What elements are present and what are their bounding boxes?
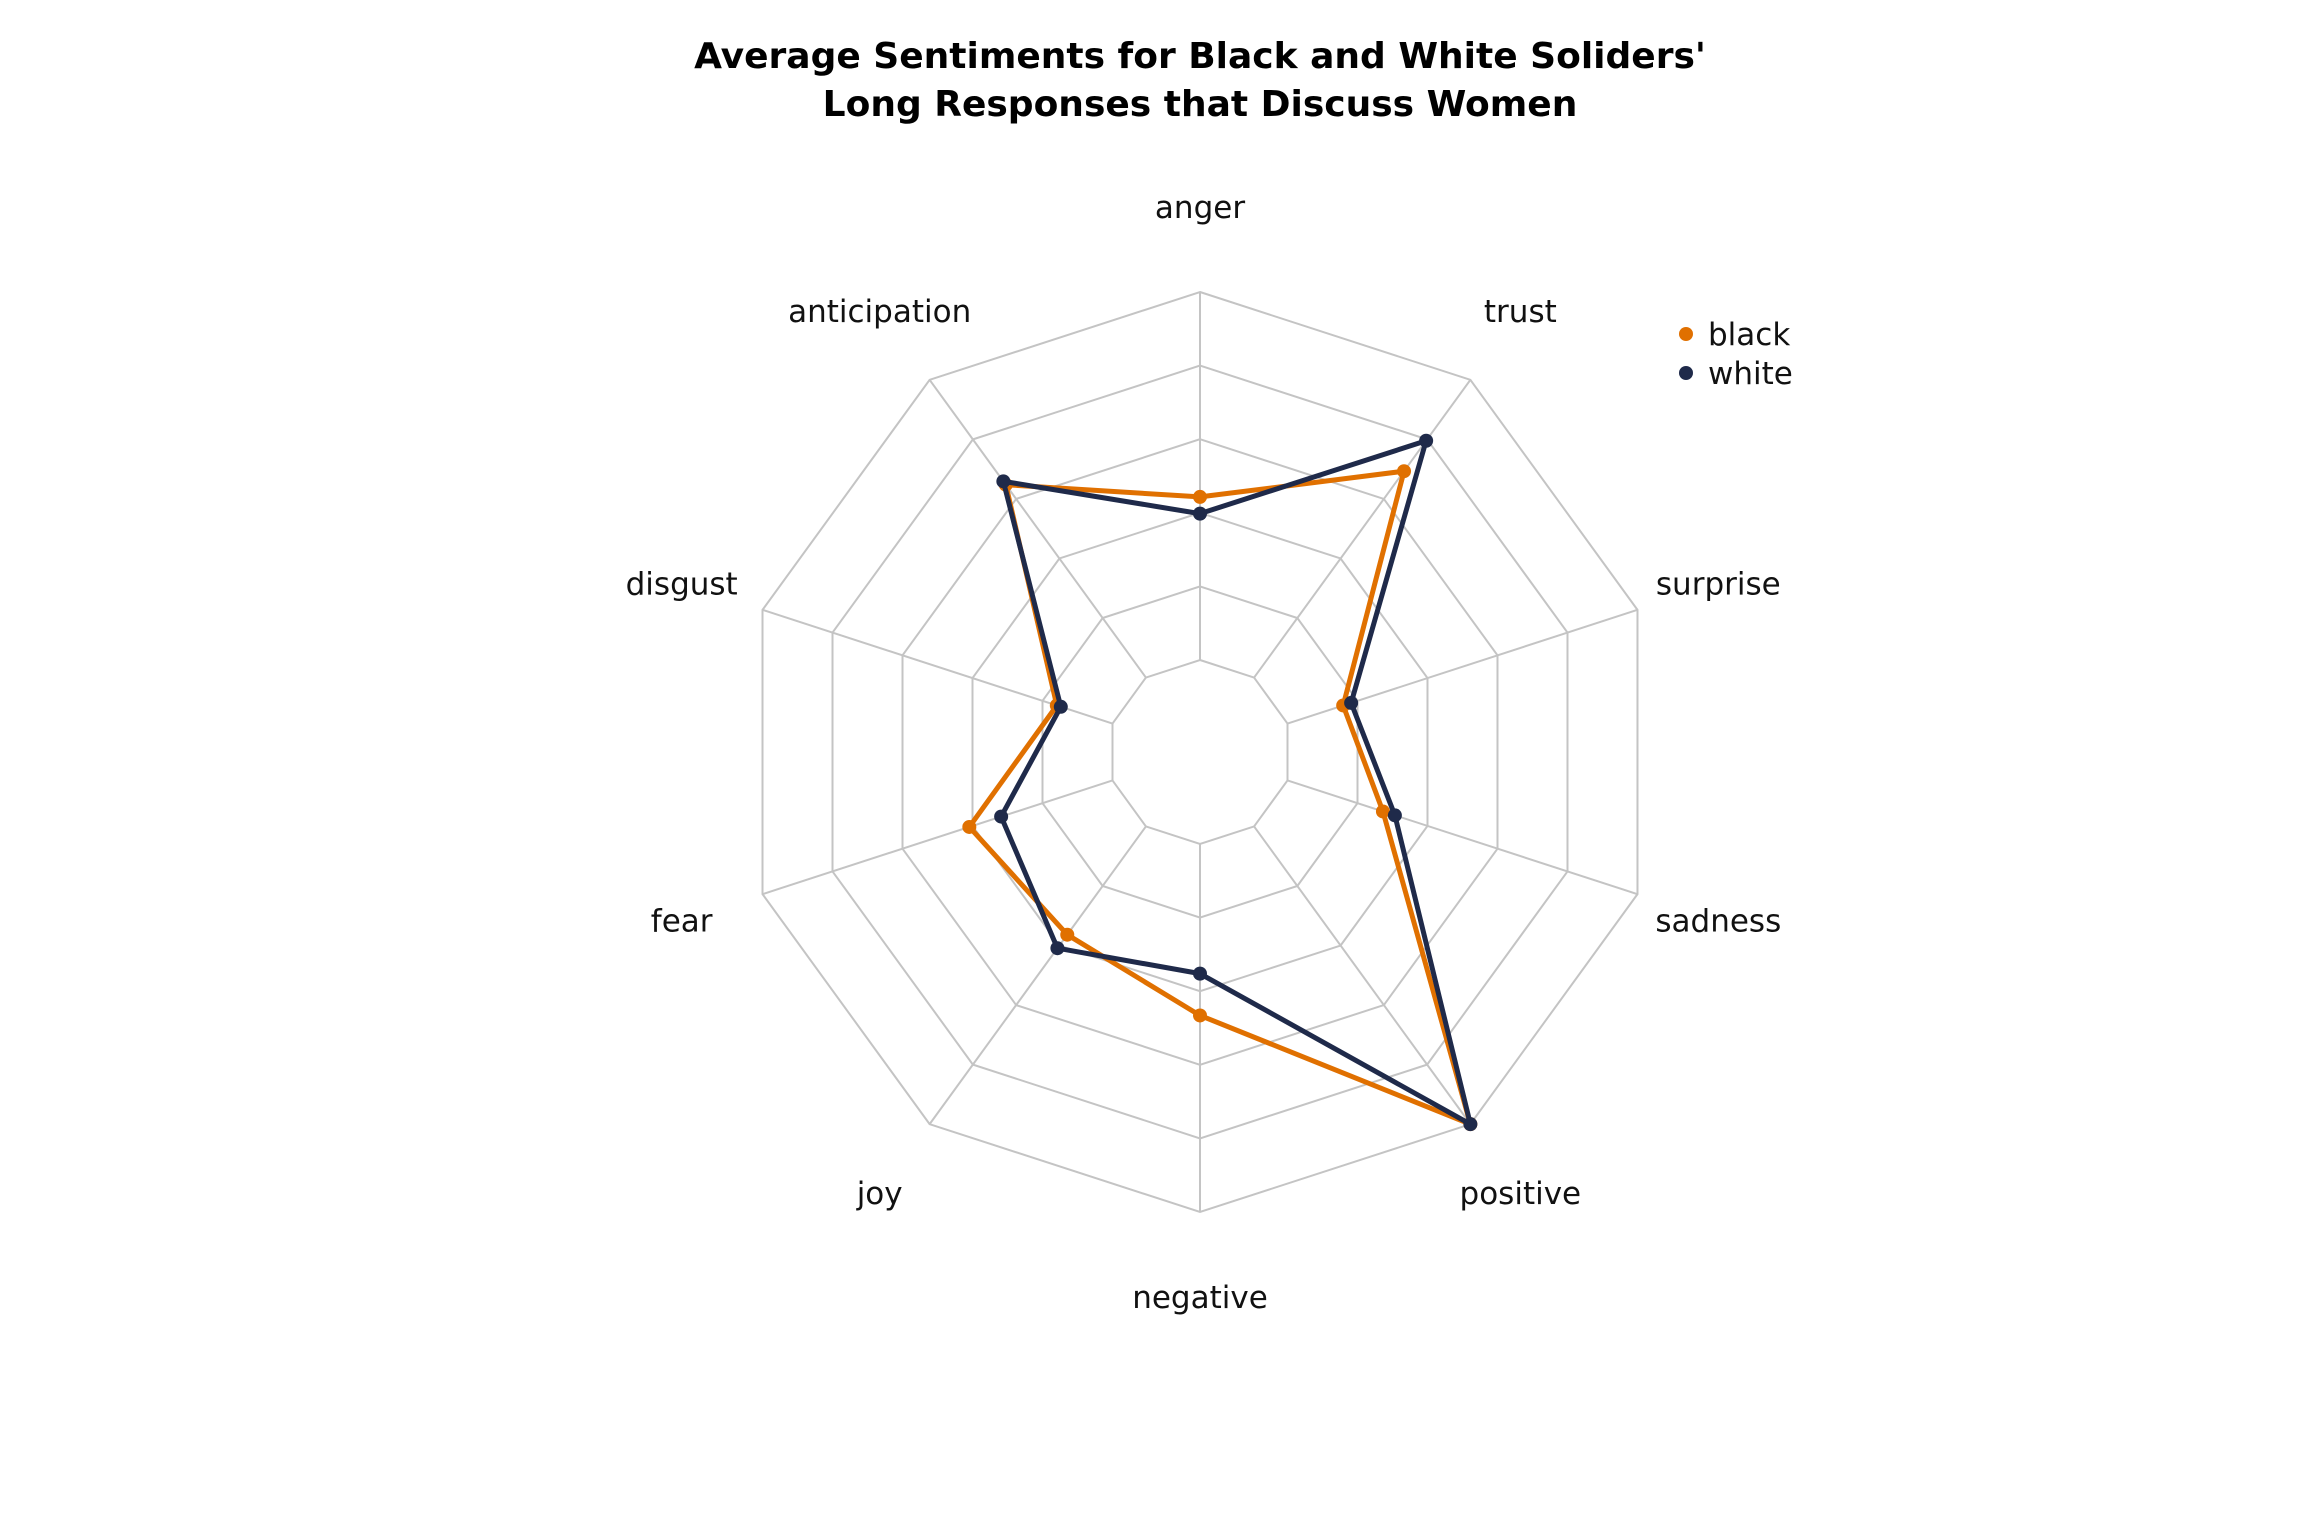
axis-label-negative: negative [1132,1280,1268,1316]
grid-spoke [1253,825,1472,1125]
chart-title-line-1: Average Sentiments for Black and White S… [694,36,1706,77]
series-point-white [1193,506,1207,521]
series-point-white [996,474,1011,489]
legend-marker-white [1679,366,1693,380]
axis-label-positive: positive [1460,1176,1582,1212]
legend-label-black: black [1708,317,1790,353]
radar-series [962,433,1478,1132]
series-point-white [994,809,1009,824]
series-point-white [1193,966,1207,981]
series-point-black [1397,464,1412,479]
series-point-black [1375,804,1390,819]
grid-spoke [1287,779,1638,896]
legend-label-white: white [1708,356,1793,392]
legend-marker-black [1679,327,1693,341]
grid-spoke [928,825,1147,1125]
series-point-white [1344,695,1359,710]
radar-grid [761,290,1639,1214]
series-point-white [1419,433,1434,448]
grid-spoke [928,379,1147,679]
series-point-white [1387,808,1402,823]
axis-label-surprise: surprise [1656,567,1781,603]
series-point-white [1050,941,1065,956]
axis-label-disgust: disgust [626,567,738,603]
series-point-black [1060,927,1075,942]
series-point-white [1463,1117,1478,1132]
axis-labels: anger trust surprise sadness positive negativ… [626,190,1782,1316]
chart-title-line-2: Long Responses that Discuss Women [823,84,1578,125]
axis-label-sadness: sadness [1655,903,1781,939]
axis-label-trust: trust [1484,294,1557,330]
axis-label-joy: joy [856,1176,903,1212]
grid-spoke [762,779,1113,896]
chart-title: Average Sentiments for Black and White S… [694,36,1706,125]
axis-label-fear: fear [651,903,713,939]
series-point-black [1193,1008,1207,1023]
axis-label-anticipation: anticipation [788,294,971,330]
axis-label-anger: anger [1155,190,1245,226]
series-line-black [966,468,1473,1127]
series-line-white [998,438,1473,1127]
grid-ring-inner [1111,658,1289,846]
series-point-black [1193,489,1207,504]
series-point-black [962,819,977,834]
grid-spoke [1253,379,1472,679]
series-point-white [1053,699,1068,714]
